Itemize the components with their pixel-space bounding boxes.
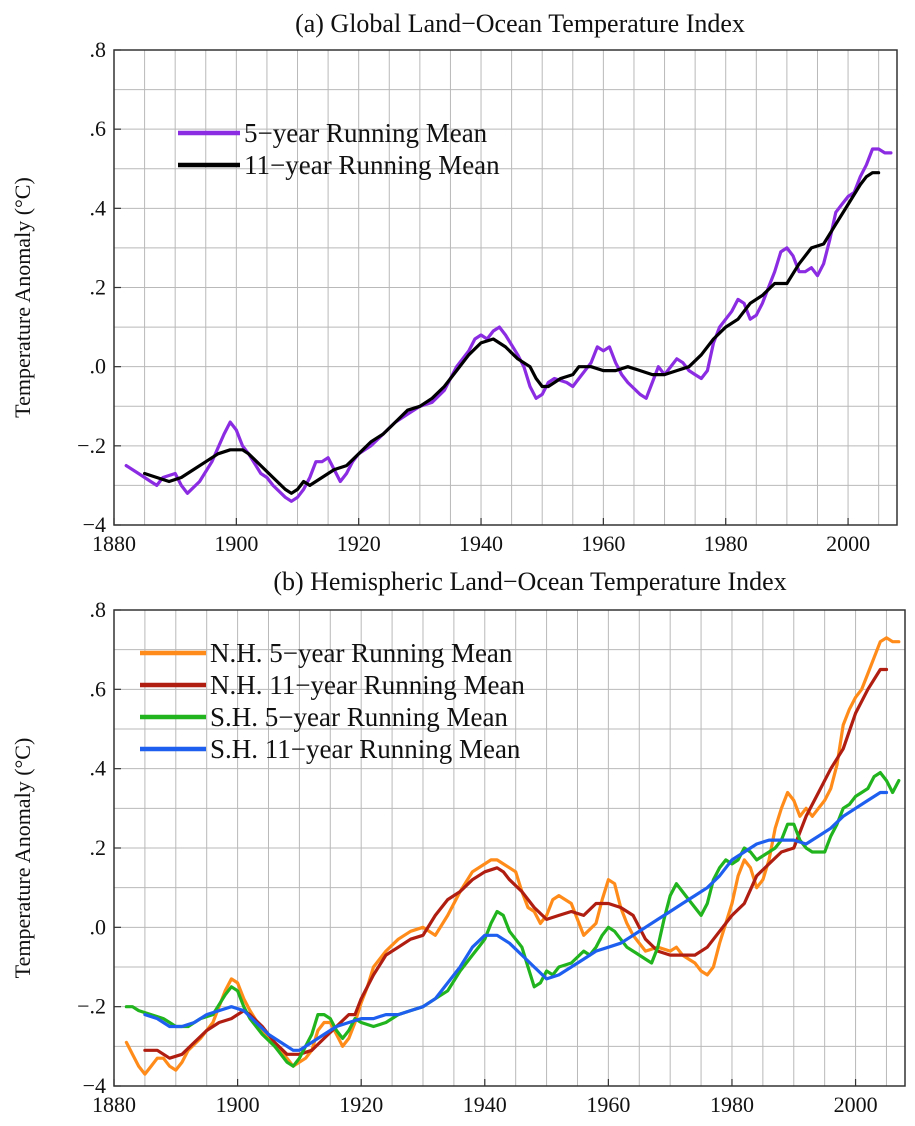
y-tick-label: .4 — [90, 195, 107, 220]
grid — [114, 610, 905, 1086]
y-tick-label: .4 — [90, 756, 107, 781]
y-axis-label: Temperature Anomaly (°C) — [10, 177, 35, 418]
y-tick-label: .6 — [90, 116, 107, 141]
panel-b: (b) Hemispheric Land−Ocean Temperature I… — [10, 567, 906, 1117]
y-tick-label: .2 — [90, 275, 107, 300]
legend-label: S.H. 11−year Running Mean — [210, 734, 521, 764]
y-tick-labels: −4 −.2 .0 .2 .4 .6 .8 — [77, 597, 121, 1098]
x-tick-label: 1880 — [92, 531, 136, 556]
x-tick-label: 1980 — [710, 1092, 754, 1117]
y-tick-label: −4 — [83, 512, 106, 537]
y-tick-label: −4 — [83, 1073, 106, 1098]
y-tick-label: .0 — [90, 354, 107, 379]
x-tick-label: 1940 — [459, 531, 503, 556]
x-tick-label: 1920 — [339, 1092, 383, 1117]
x-tick-label: 1980 — [704, 531, 748, 556]
chart-title: (b) Hemispheric Land−Ocean Temperature I… — [273, 567, 786, 596]
x-tick-label: 2000 — [826, 531, 870, 556]
series-line — [124, 771, 901, 1068]
legend-label: S.H. 5−year Running Mean — [210, 702, 508, 732]
x-tick-label: 2000 — [834, 1092, 878, 1117]
x-tick-label: 1880 — [92, 1092, 136, 1117]
legend-label: 11−year Running Mean — [244, 150, 500, 180]
y-tick-label: .0 — [90, 914, 107, 939]
y-tick-label: −.2 — [77, 433, 106, 458]
legend-label: N.H. 5−year Running Mean — [210, 638, 513, 668]
y-tick-label: .8 — [90, 597, 107, 622]
y-tick-label: .6 — [90, 676, 107, 701]
x-tick-labels: 1880 1900 1920 1940 1960 1980 2000 — [92, 518, 870, 556]
x-tick-label: 1900 — [214, 531, 258, 556]
x-tick-label: 1940 — [463, 1092, 507, 1117]
grid — [114, 50, 897, 525]
series-lines — [124, 147, 893, 503]
x-tick-label: 1960 — [586, 1092, 630, 1117]
y-axis-label: Temperature Anomaly (°C) — [10, 738, 35, 979]
x-tick-labels: 1880 1900 1920 1940 1960 1980 2000 — [92, 1079, 878, 1117]
y-tick-labels: −4 −.2 .0 .2 .4 .6 .8 — [77, 37, 121, 537]
legend-label: 5−year Running Mean — [244, 118, 488, 148]
panel-a: (a) Global Land−Ocean Temperature Index … — [10, 9, 898, 556]
series-line — [143, 790, 889, 1052]
legend-label: N.H. 11−year Running Mean — [210, 670, 525, 700]
y-tick-label: .2 — [90, 835, 107, 860]
series-line — [124, 147, 893, 503]
x-tick-label: 1960 — [581, 531, 625, 556]
series-line — [143, 171, 881, 495]
y-tick-label: .8 — [90, 37, 107, 62]
x-tick-label: 1920 — [337, 531, 381, 556]
series-lines — [124, 636, 901, 1076]
x-tick-label: 1900 — [216, 1092, 260, 1117]
chart-title: (a) Global Land−Ocean Temperature Index — [295, 9, 745, 38]
y-tick-label: −.2 — [77, 994, 106, 1019]
